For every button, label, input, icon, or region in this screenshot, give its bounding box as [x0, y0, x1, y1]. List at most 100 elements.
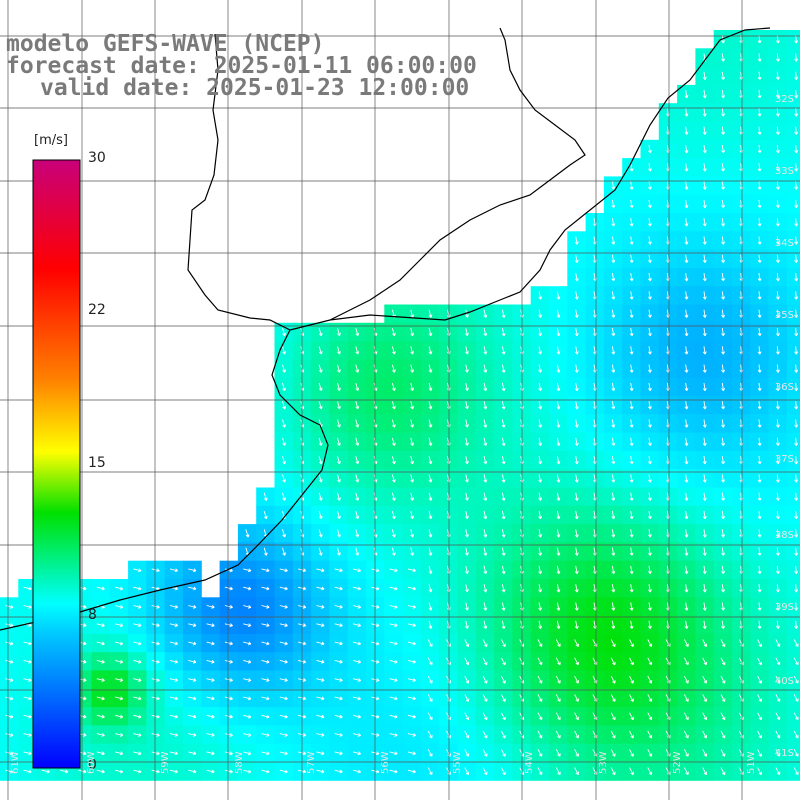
- wind-arrow: [794, 291, 799, 300]
- lat-label: 41S: [774, 748, 794, 759]
- wind-arrow: [702, 144, 707, 154]
- wind-arrow: [465, 492, 469, 501]
- wind-arrow: [721, 547, 726, 556]
- wind-speed-cell: [786, 615, 800, 635]
- wind-arrow: [337, 510, 341, 520]
- wind-arrow: [720, 767, 726, 776]
- wind-arrow: [428, 364, 433, 373]
- wind-arrow: [318, 401, 323, 410]
- wind-arrow: [556, 456, 561, 465]
- wind-arrow: [133, 769, 142, 774]
- wind-arrow: [23, 586, 32, 591]
- wind-arrow: [793, 675, 799, 684]
- wind-arrow: [757, 437, 762, 446]
- wind-arrow: [611, 291, 616, 300]
- wind-arrow: [702, 309, 707, 318]
- wind-arrow: [776, 53, 780, 62]
- wind-arrow: [574, 657, 579, 666]
- wind-arrow: [556, 510, 561, 520]
- wind-arrow: [776, 291, 780, 300]
- wind-arrow: [389, 586, 398, 591]
- wind-arrow: [611, 218, 616, 227]
- wind-arrow: [757, 675, 762, 684]
- wind-arrow: [389, 678, 398, 682]
- wind-arrow: [648, 163, 652, 172]
- lon-label: 57W: [306, 751, 317, 774]
- wind-arrow: [133, 623, 142, 628]
- wind-arrow: [316, 751, 325, 756]
- wind-arrow: [556, 346, 561, 355]
- wind-arrow: [775, 675, 781, 684]
- wind-arrow: [318, 327, 323, 337]
- wind-arrow: [776, 199, 780, 209]
- wind-arrow: [391, 529, 396, 538]
- wind-arrow: [611, 602, 616, 611]
- wind-arrow: [501, 492, 506, 501]
- wind-arrow: [318, 456, 323, 465]
- wind-speed-cell: [786, 597, 800, 617]
- wind-arrow: [648, 437, 652, 446]
- wind-arrow: [684, 401, 689, 410]
- wind-arrow: [647, 767, 653, 776]
- wind-arrow: [169, 604, 179, 609]
- wind-speed-cell: [786, 66, 800, 86]
- wind-arrow: [776, 346, 780, 355]
- wind-arrow: [133, 641, 142, 646]
- wind-arrow: [648, 547, 652, 556]
- wind-arrow: [555, 712, 561, 721]
- wind-speed-cell: [786, 743, 800, 763]
- wind-arrow: [757, 401, 762, 410]
- wind-arrow: [776, 620, 780, 629]
- wind-arrow: [261, 586, 270, 591]
- wind-arrow: [337, 419, 341, 428]
- wind-arrow: [428, 327, 433, 337]
- wind-arrow: [684, 273, 689, 282]
- wind-arrow: [629, 639, 634, 647]
- wind-arrow: [555, 639, 561, 647]
- wind-arrow: [629, 529, 634, 538]
- wind-arrow: [629, 236, 634, 245]
- wind-arrow: [316, 659, 325, 664]
- wind-speed-cell: [786, 396, 800, 415]
- wind-arrow: [407, 659, 416, 664]
- wind-arrow: [757, 291, 762, 300]
- lat-label: 36S: [774, 382, 794, 393]
- wind-arrow: [224, 623, 233, 628]
- wind-arrow: [23, 714, 32, 719]
- wind-arrow: [261, 714, 270, 719]
- wind-arrow: [775, 730, 781, 739]
- wind-arrow: [721, 53, 726, 62]
- lat-label: 34S: [774, 238, 794, 249]
- wind-arrow: [96, 586, 105, 591]
- wind-arrow: [483, 456, 488, 465]
- wind-arrow: [702, 565, 707, 575]
- wind-arrow: [133, 714, 142, 719]
- wind-arrow: [5, 733, 14, 737]
- wind-arrow: [538, 456, 543, 465]
- wind-arrow: [776, 529, 780, 538]
- wind-arrow: [334, 769, 343, 774]
- wind-arrow: [352, 604, 362, 609]
- wind-arrow: [574, 529, 579, 538]
- wind-arrow: [538, 584, 543, 593]
- wind-arrow: [169, 678, 179, 682]
- wind-arrow: [684, 181, 689, 190]
- wind-arrow: [648, 529, 652, 538]
- wind-speed-cell: [786, 688, 800, 708]
- wind-arrow: [501, 602, 506, 611]
- wind-arrow: [352, 751, 362, 756]
- wind-arrow: [776, 71, 780, 80]
- wind-arrow: [23, 659, 32, 664]
- wind-arrow: [465, 584, 469, 593]
- wind-arrow: [537, 749, 543, 757]
- wind-arrow: [355, 364, 360, 373]
- wind-arrow: [337, 437, 341, 446]
- wind-arrow: [501, 620, 506, 630]
- wind-arrow: [721, 71, 726, 80]
- wind-arrow: [610, 712, 616, 721]
- wind-arrow: [794, 199, 799, 209]
- wind-arrow: [483, 547, 488, 556]
- wind-arrow: [721, 346, 726, 355]
- wind-arrow: [574, 730, 579, 739]
- wind-speed-cell: [786, 542, 800, 562]
